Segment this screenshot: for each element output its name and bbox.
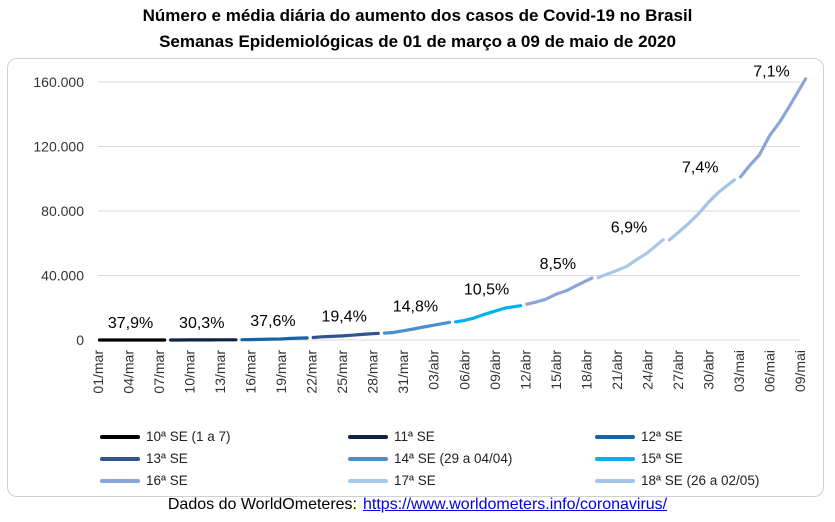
x-tick-label: 01/mar [90,350,106,394]
data-label: 19,4% [321,309,366,326]
x-tick-label: 06/mai [761,350,777,392]
series-line [525,276,594,306]
series-line [738,77,808,179]
data-label: 8,5% [540,256,576,273]
series-line [240,336,309,342]
series-line [311,331,380,340]
line-chart: 0 40.000 80.000 120.000 160.000 01/mar 04/mar 0… [33,63,808,394]
x-tick-label: 06/abr [456,350,472,390]
x-tick-label: 19/mar [273,350,289,394]
x-tick-label: 30/abr [700,350,716,390]
y-tick-label: 160.000 [33,74,84,90]
x-tick-label: 12/abr [517,350,533,390]
data-label: 7,4% [682,159,718,176]
x-tick-label: 25/mar [334,350,350,394]
x-tick-label: 31/mar [395,350,411,394]
x-tick-label: 16/mar [243,350,259,394]
x-tick-label: 03/abr [426,350,442,390]
y-tick-label: 80.000 [41,203,84,219]
data-label: 10,5% [464,282,509,299]
data-label: 30,3% [179,315,224,332]
x-tick-label: 13/mar [212,350,228,394]
x-tick-label: 10/mar [182,350,198,394]
y-tick-label: 0 [76,332,84,348]
data-label: 7,1% [753,63,789,80]
source-footer: Dados do WorldOmeteres: https://www.world… [0,496,835,514]
source-label: Dados do WorldOmeteres: [167,496,357,513]
x-tick-label: 21/abr [609,350,625,390]
data-label: 37,6% [250,313,295,330]
chart-panel: 0 40.000 80.000 120.000 160.000 01/mar 04/mar 0… [7,58,824,497]
y-tick-label: 120.000 [33,139,84,155]
x-tick-label: 22/mar [304,350,320,394]
chart-subtitle: Semanas Epidemiológicas de 01 de março a… [159,32,676,51]
data-label: 14,8% [393,298,438,315]
series-line [667,178,736,242]
x-tick-label: 28/mar [365,350,381,394]
series-line [596,238,665,280]
data-label: 37,9% [108,315,153,332]
x-tick-label: 15/abr [548,350,564,390]
series-line [454,304,523,324]
x-tick-label: 04/mar [121,350,137,394]
x-tick-label: 09/abr [487,350,503,390]
y-tick-label: 40.000 [41,268,84,284]
x-tick-label: 09/mai [792,350,808,392]
data-label: 6,9% [611,219,647,236]
source-link[interactable]: https://www.worldometers.info/coronaviru… [363,496,668,513]
x-tick-label: 27/abr [670,350,686,390]
chart-title: Número e média diária do aumento dos cas… [142,6,693,25]
x-tick-label: 18/abr [578,350,594,390]
series-line [382,320,452,335]
x-tick-label: 03/mai [731,350,747,392]
x-tick-label: 24/abr [639,350,655,390]
x-tick-label: 07/mar [151,350,167,394]
